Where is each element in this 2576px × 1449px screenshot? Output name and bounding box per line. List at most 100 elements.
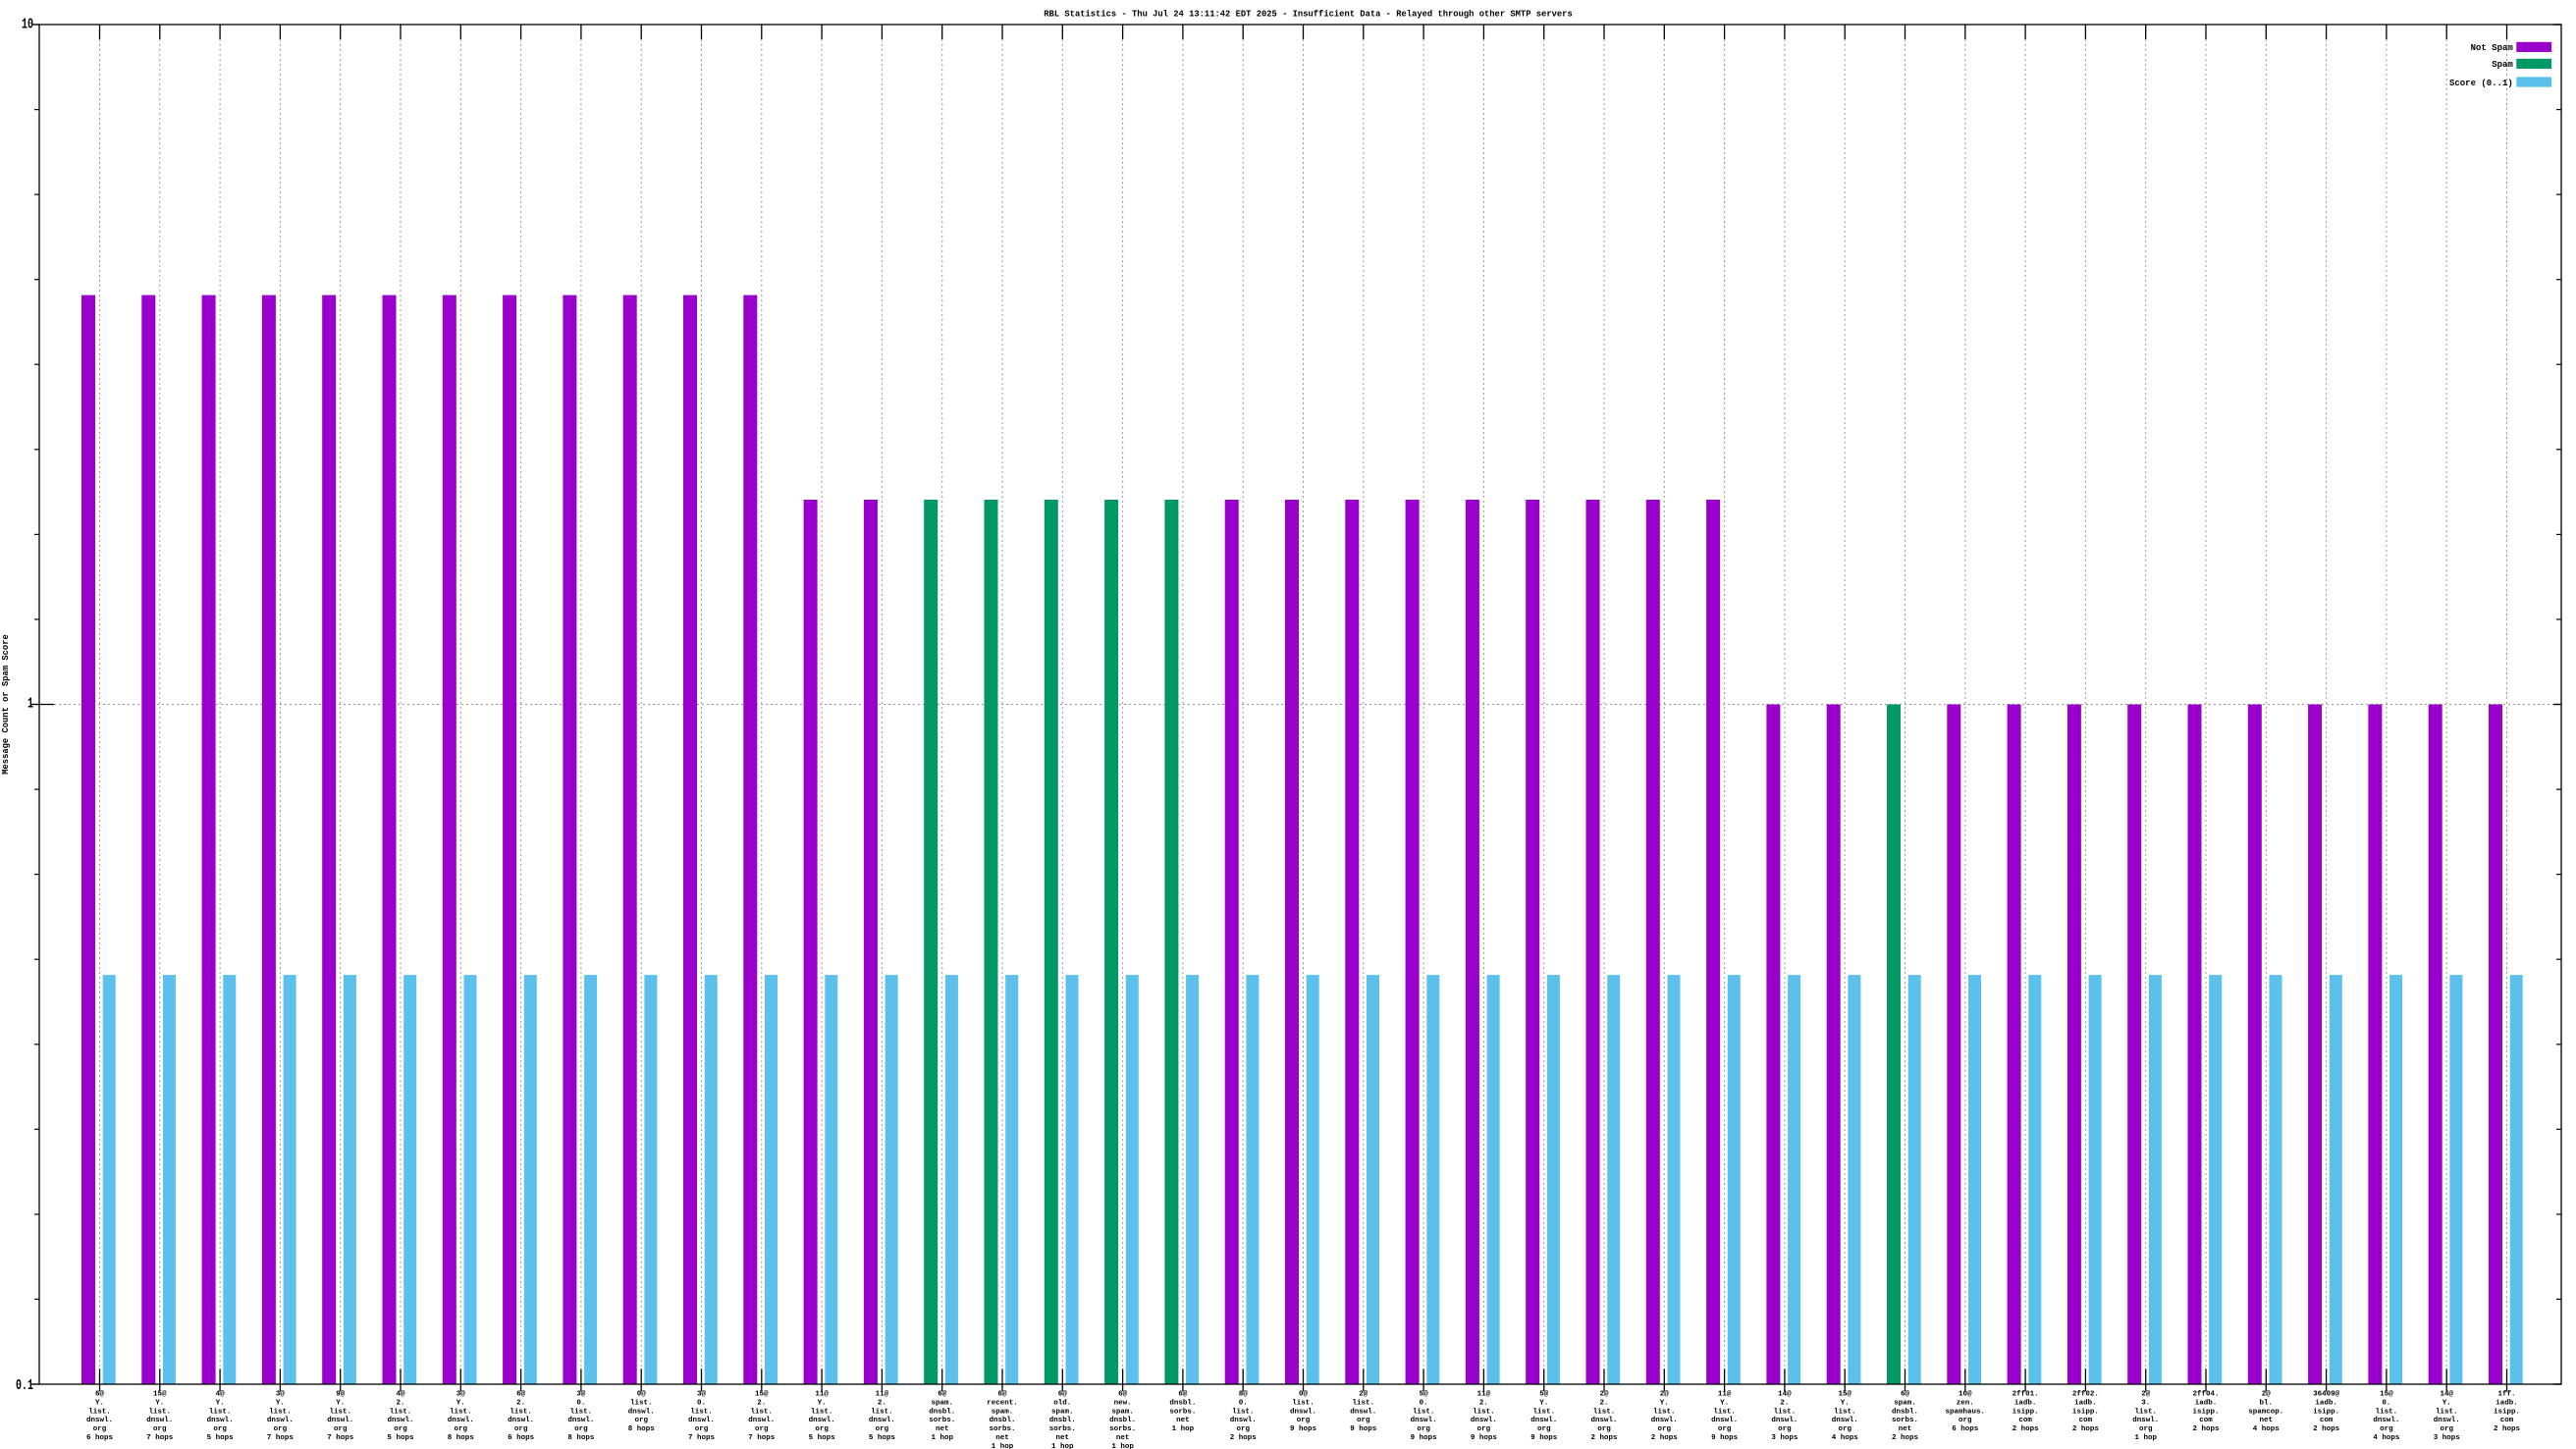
svg-text:9 hops: 9 hops <box>1471 1434 1498 1442</box>
svg-text:Message Count or Spam Score: Message Count or Spam Score <box>1 634 11 775</box>
svg-text:list.: list. <box>1473 1408 1495 1416</box>
svg-text:RBL Statistics - Thu Jul 24 13: RBL Statistics - Thu Jul 24 13:11:42 EDT… <box>1044 10 1572 20</box>
svg-text:7 hops: 7 hops <box>267 1434 295 1442</box>
svg-text:isipp.: isipp. <box>2072 1408 2099 1416</box>
svg-text:list.: list. <box>1774 1408 1797 1416</box>
svg-text:9 hops: 9 hops <box>1711 1434 1739 1442</box>
svg-text:9@: 9@ <box>336 1391 346 1399</box>
svg-text:list.: list. <box>88 1408 111 1416</box>
svg-text:sorbs.: sorbs. <box>929 1417 955 1424</box>
svg-text:dnswl.: dnswl. <box>748 1417 775 1424</box>
svg-text:7 hops: 7 hops <box>748 1434 776 1442</box>
svg-text:2ff04.: 2ff04. <box>2192 1391 2219 1399</box>
svg-text:Not Spam: Not Spam <box>2471 43 2514 53</box>
svg-text:list.: list. <box>690 1408 713 1416</box>
svg-text:dnswl.: dnswl. <box>1411 1417 1437 1424</box>
svg-text:2 hops: 2 hops <box>2012 1425 2040 1433</box>
svg-text:2ff01.: 2ff01. <box>2012 1391 2039 1399</box>
svg-text:0.: 0. <box>1239 1399 1248 1407</box>
svg-text:14@: 14@ <box>1778 1391 1792 1399</box>
svg-text:dnswl.: dnswl. <box>688 1417 715 1424</box>
svg-text:org: org <box>695 1425 709 1433</box>
svg-text:new.: new. <box>1114 1399 1132 1407</box>
svg-text:dnswl.: dnswl. <box>267 1417 294 1424</box>
svg-text:dnswl.: dnswl. <box>1530 1417 1557 1424</box>
svg-text:org: org <box>2380 1425 2393 1433</box>
svg-text:list.: list. <box>811 1408 833 1416</box>
svg-text:2@: 2@ <box>2262 1391 2272 1399</box>
svg-text:org: org <box>274 1425 288 1433</box>
svg-text:5@: 5@ <box>1539 1391 1549 1399</box>
svg-text:11@: 11@ <box>1477 1391 1491 1399</box>
svg-text:dnswl.: dnswl. <box>1471 1417 1497 1424</box>
svg-text:4 hops: 4 hops <box>2253 1425 2281 1433</box>
svg-text:org: org <box>634 1417 648 1424</box>
svg-text:2.: 2. <box>878 1399 886 1407</box>
svg-text:list.: list. <box>329 1408 351 1416</box>
svg-text:Y.: Y. <box>1660 1399 1669 1407</box>
svg-text:sorbs.: sorbs. <box>1109 1425 1136 1433</box>
svg-text:net: net <box>1056 1434 1070 1442</box>
svg-text:org: org <box>2139 1425 2153 1433</box>
svg-text:list.: list. <box>269 1408 292 1416</box>
svg-text:com: com <box>2320 1417 2334 1424</box>
svg-text:dnswl.: dnswl. <box>1590 1417 1617 1424</box>
svg-text:dnswl.: dnswl. <box>508 1417 534 1424</box>
svg-text:sorbs.: sorbs. <box>1049 1425 1076 1433</box>
svg-text:old.: old. <box>1053 1399 1071 1407</box>
svg-text:list.: list. <box>1353 1399 1375 1407</box>
svg-text:com: com <box>2079 1417 2093 1424</box>
svg-text:2 hops: 2 hops <box>2313 1425 2340 1433</box>
svg-text:org: org <box>1658 1425 1672 1433</box>
svg-text:recent.: recent. <box>987 1399 1018 1407</box>
svg-text:Y.: Y. <box>1720 1399 1729 1407</box>
svg-text:Y.: Y. <box>95 1399 104 1407</box>
svg-text:15@: 15@ <box>153 1391 167 1399</box>
svg-text:dnswl.: dnswl. <box>146 1417 173 1424</box>
svg-text:net: net <box>1176 1417 1190 1424</box>
svg-text:org: org <box>213 1425 227 1433</box>
svg-text:0@: 0@ <box>637 1391 647 1399</box>
svg-text:dnswl.: dnswl. <box>869 1417 895 1424</box>
svg-text:org: org <box>1718 1425 1732 1433</box>
svg-text:2.: 2. <box>1780 1399 1789 1407</box>
svg-text:list.: list. <box>1532 1408 1555 1416</box>
svg-text:org: org <box>514 1425 528 1433</box>
svg-text:sorbs.: sorbs. <box>1892 1417 1918 1424</box>
svg-text:11@: 11@ <box>815 1391 829 1399</box>
svg-text:org: org <box>1778 1425 1792 1433</box>
svg-text:3@: 3@ <box>697 1391 707 1399</box>
svg-text:6@: 6@ <box>938 1391 947 1399</box>
svg-text:net: net <box>1899 1425 1912 1433</box>
svg-text:6@: 6@ <box>95 1391 105 1399</box>
svg-text:org: org <box>815 1425 829 1433</box>
svg-text:2 hops: 2 hops <box>1590 1434 1618 1442</box>
svg-text:dnsbl.: dnsbl. <box>1109 1417 1136 1424</box>
svg-text:5 hops: 5 hops <box>869 1434 896 1442</box>
svg-text:3 hops: 3 hops <box>1771 1434 1798 1442</box>
svg-text:spam.: spam. <box>992 1408 1014 1416</box>
svg-text:6@: 6@ <box>1058 1391 1068 1399</box>
svg-text:2 hops: 2 hops <box>2072 1425 2100 1433</box>
svg-text:org: org <box>455 1425 468 1433</box>
svg-text:dnswl.: dnswl. <box>2434 1417 2460 1424</box>
svg-text:list.: list. <box>1834 1408 1856 1416</box>
svg-text:6@: 6@ <box>1118 1391 1128 1399</box>
svg-text:6 hops: 6 hops <box>86 1434 114 1442</box>
svg-text:org: org <box>93 1425 107 1433</box>
svg-text:iadb.: iadb. <box>2074 1399 2097 1407</box>
svg-text:dnswl.: dnswl. <box>2373 1417 2399 1424</box>
svg-text:dnswl.: dnswl. <box>1711 1417 1738 1424</box>
svg-text:6@: 6@ <box>997 1391 1007 1399</box>
svg-text:list.: list. <box>1593 1408 1616 1416</box>
svg-text:1 hop: 1 hop <box>931 1434 953 1442</box>
svg-text:2.: 2. <box>1479 1399 1488 1407</box>
svg-text:list.: list. <box>2134 1408 2157 1416</box>
svg-text:9 hops: 9 hops <box>1290 1425 1317 1433</box>
svg-text:6@: 6@ <box>1901 1391 1910 1399</box>
svg-text:3.: 3. <box>2141 1399 2150 1407</box>
svg-text:5 hops: 5 hops <box>387 1434 414 1442</box>
svg-text:6@: 6@ <box>516 1391 526 1399</box>
svg-text:1 hop: 1 hop <box>1111 1443 1134 1449</box>
svg-text:dnswl.: dnswl. <box>1230 1417 1257 1424</box>
